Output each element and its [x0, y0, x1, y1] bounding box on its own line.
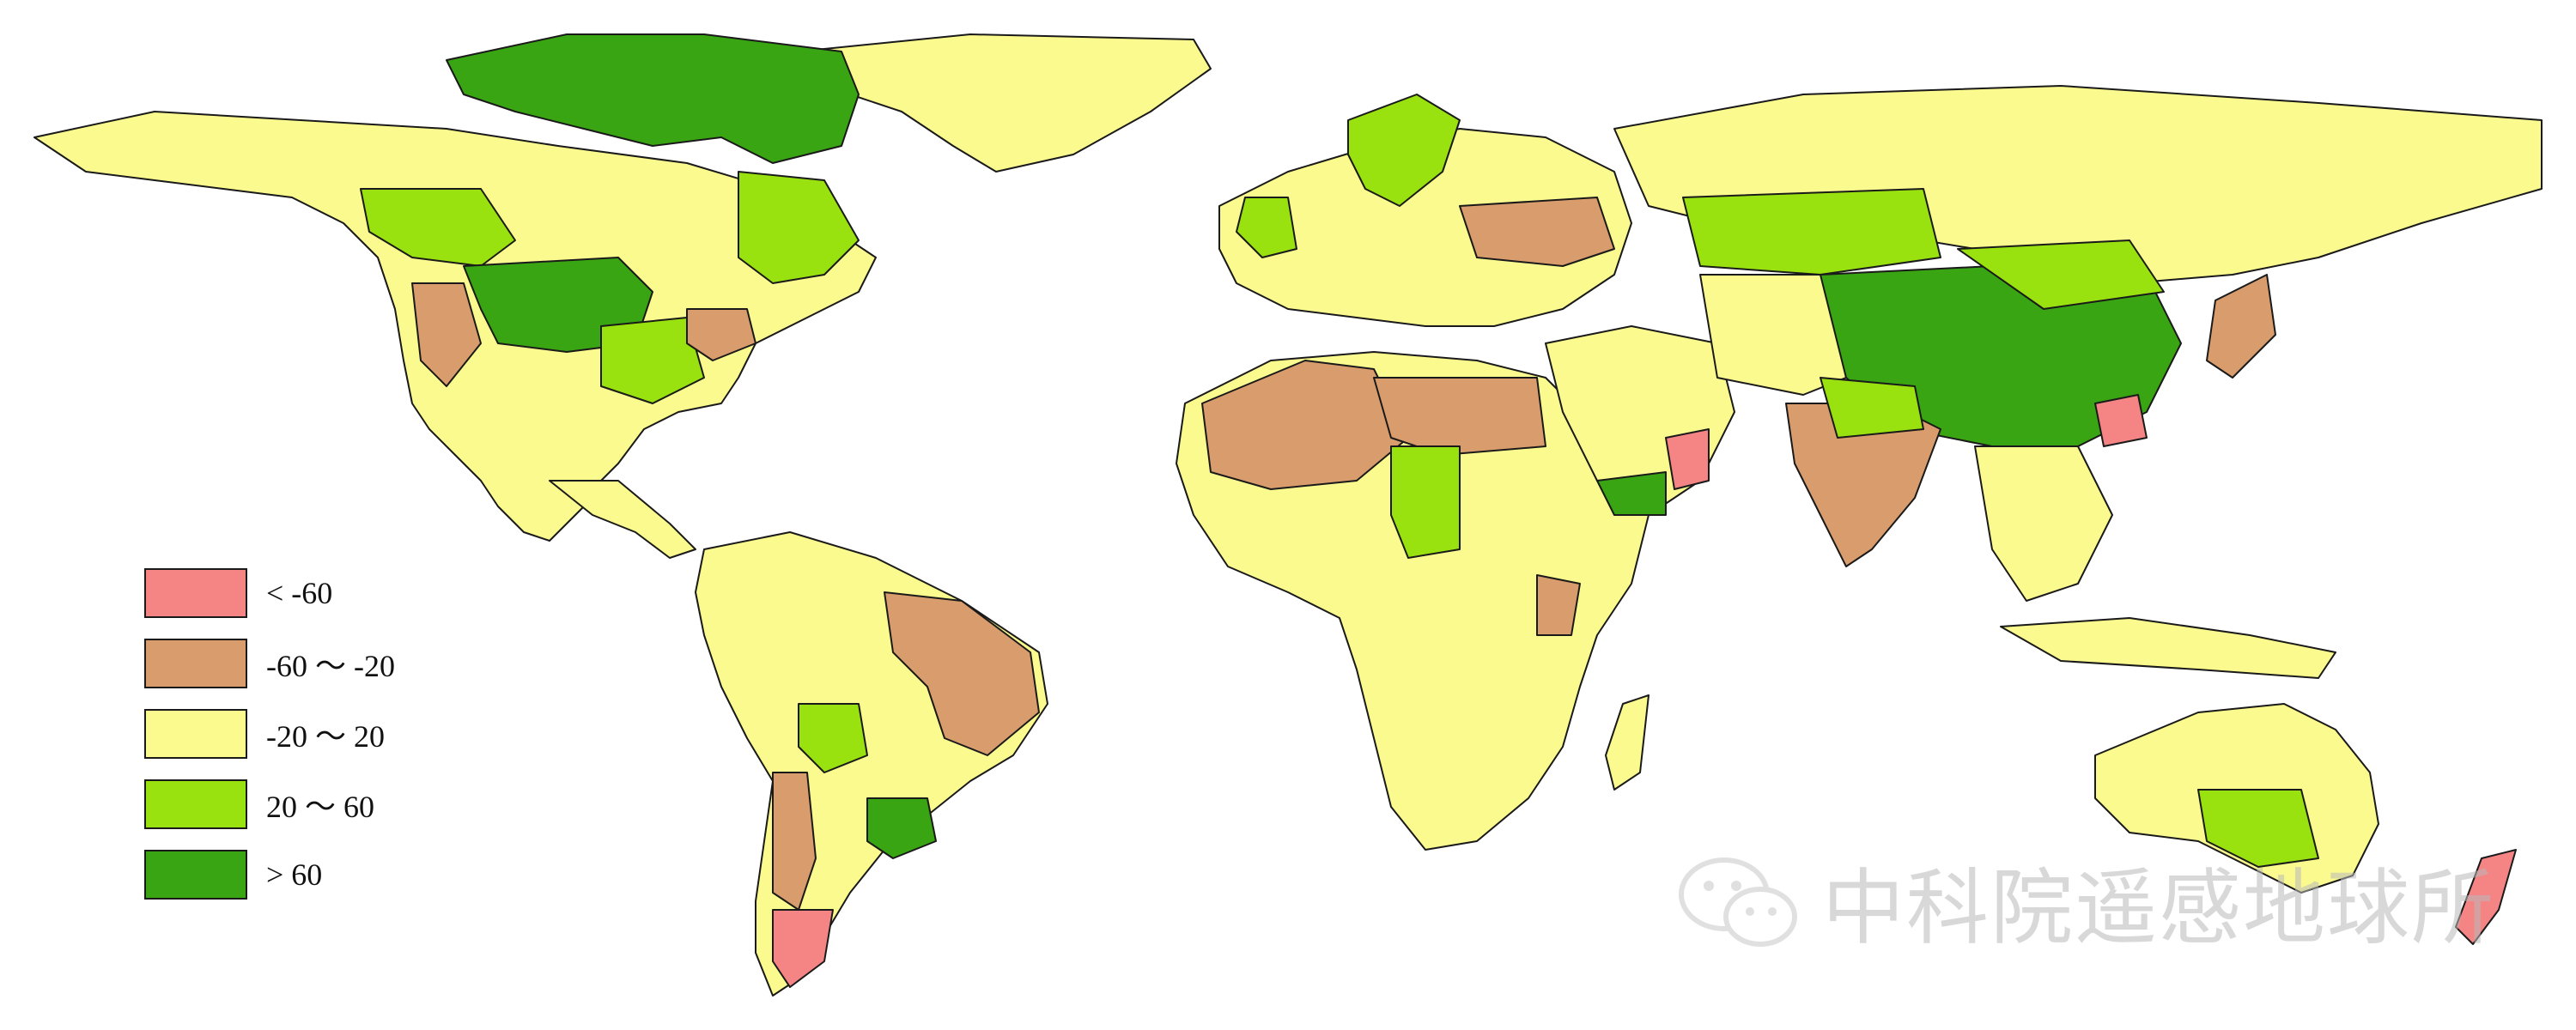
landmasses	[34, 33, 2543, 997]
legend-swatch	[144, 709, 247, 759]
russia-central	[1682, 188, 1941, 276]
legend-item-20-60: 20 ～ 60	[144, 779, 395, 829]
central-america	[549, 480, 696, 559]
wechat-icon	[1679, 857, 1797, 947]
eastern-europe	[1459, 197, 1615, 267]
chile-argentina	[772, 772, 817, 911]
legend-swatch	[144, 568, 247, 618]
bolivia	[798, 703, 868, 773]
east-africa	[1536, 574, 1581, 636]
oman	[1665, 428, 1710, 490]
us-northeast	[686, 308, 756, 361]
legend-item-neg60-neg20: -60 ～ -20	[144, 639, 395, 688]
greenland	[798, 33, 1212, 173]
yemen	[1596, 471, 1667, 516]
brazil-northeast	[884, 591, 1040, 756]
watermark-text: 中科院遥感地球所	[1822, 860, 2495, 956]
indonesia	[2000, 617, 2336, 679]
us-west	[411, 282, 482, 387]
patagonia	[772, 909, 834, 988]
australia-south	[2197, 789, 2319, 868]
canada-east	[738, 171, 860, 284]
south-brazil	[866, 797, 937, 859]
legend-item-lt-neg60: < -60	[144, 568, 395, 618]
legend-label: -60 ～ -20	[266, 649, 395, 683]
north-africa	[1201, 360, 1409, 490]
scandinavia	[1347, 94, 1461, 207]
us-midwest	[600, 317, 705, 404]
legend-swatch	[144, 850, 247, 900]
southeast-asia	[1974, 445, 2113, 602]
japan	[2206, 274, 2276, 379]
india-north	[1820, 377, 1924, 439]
egypt-libya	[1373, 377, 1546, 456]
legend-label: 20 ～ 60	[266, 790, 375, 824]
south-america	[695, 531, 1048, 997]
uk-ireland	[1236, 197, 1297, 258]
new-zealand	[2455, 849, 2517, 945]
south-china-coast	[2094, 394, 2148, 447]
central-africa	[1390, 445, 1461, 559]
legend-item-neg20-20: -20 ～ 20	[144, 709, 395, 759]
legend-label: > 60	[266, 857, 323, 892]
map-legend: < -60 -60 ～ -20 -20 ～ 20 20 ～ 60 > 60	[144, 568, 395, 920]
madagascar	[1605, 694, 1649, 791]
watermark: 中科院遥感地球所	[1674, 841, 2495, 960]
legend-swatch	[144, 779, 247, 829]
legend-label: < -60	[266, 576, 333, 610]
china-north	[1957, 239, 2165, 310]
legend-label: -20 ～ 20	[266, 719, 385, 754]
legend-swatch	[144, 639, 247, 688]
canada-arctic	[446, 33, 860, 164]
legend-item-gt60: > 60	[144, 850, 395, 900]
